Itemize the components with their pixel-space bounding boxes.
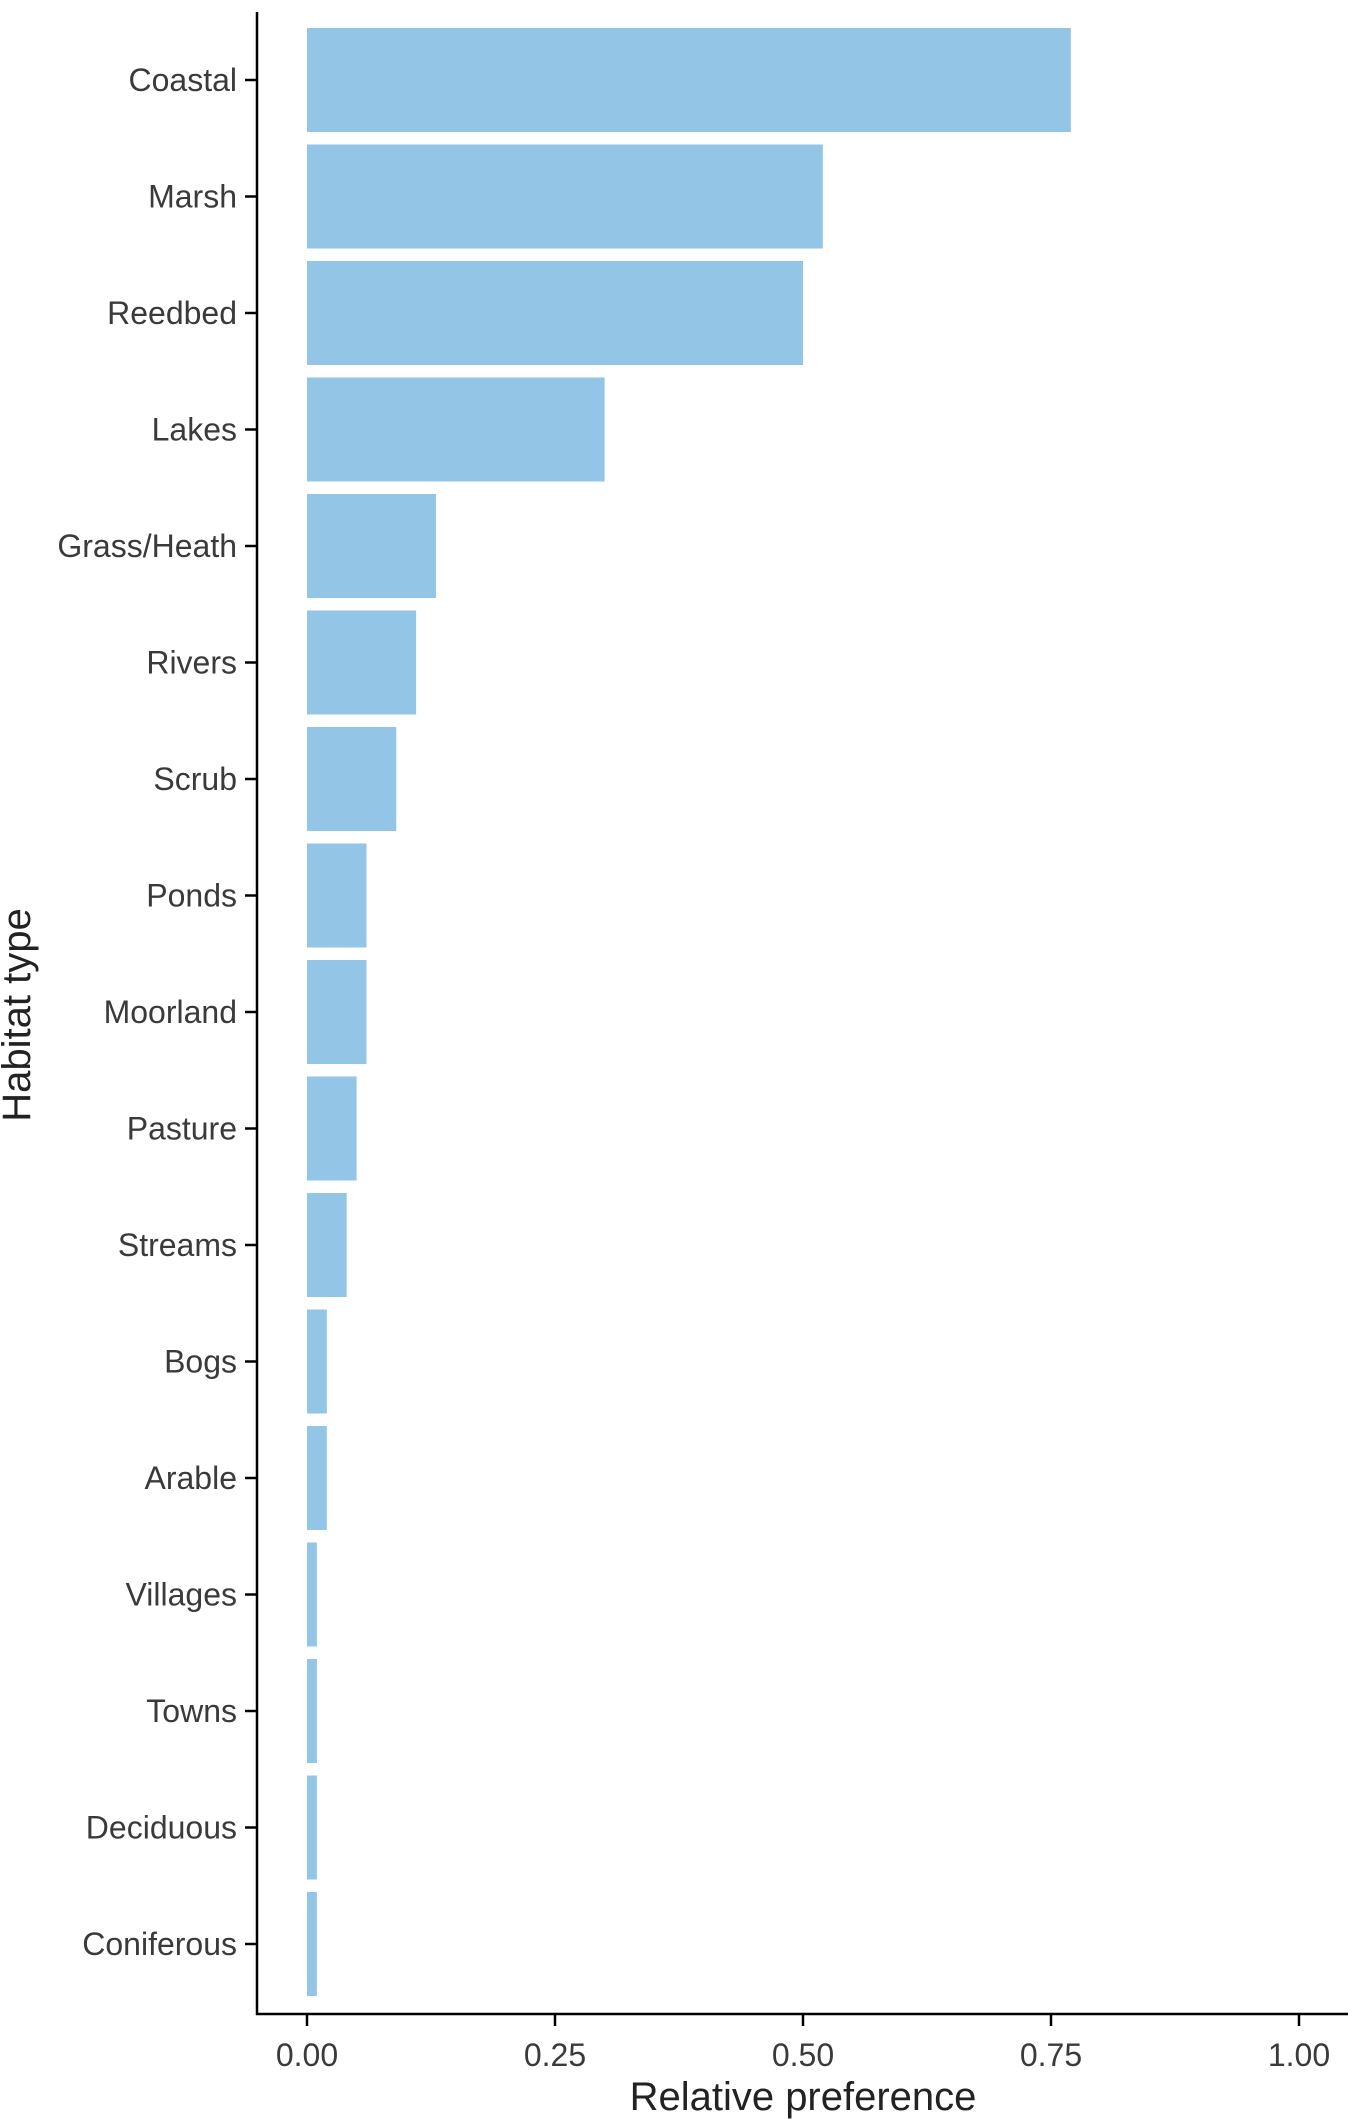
x-axis-title: Relative preference: [630, 2075, 977, 2119]
bar-streams: [307, 1193, 347, 1297]
bar-rivers: [307, 610, 417, 715]
bar-towns: [307, 1659, 317, 1763]
bar-pasture: [307, 1076, 357, 1181]
y-tick-label: Lakes: [152, 412, 237, 448]
y-tick-label: Deciduous: [86, 1810, 237, 1846]
bar-coniferous: [307, 1892, 317, 1996]
x-tick-label: 0.50: [772, 2037, 834, 2073]
x-tick-label: 0.00: [276, 2037, 338, 2073]
bar-grass-heath: [307, 494, 436, 598]
y-tick-label: Marsh: [148, 179, 237, 215]
bar-deciduous: [307, 1775, 317, 1880]
y-tick-label: Rivers: [146, 645, 237, 681]
y-tick-label: Villages: [126, 1577, 237, 1613]
y-tick-label: Reedbed: [107, 295, 237, 331]
y-axis-ticks: Coastal Marsh Reedbed Lakes Grass/Heath River…: [57, 62, 257, 1962]
bar-ponds: [307, 843, 367, 948]
y-tick-label: Coastal: [129, 62, 238, 98]
bar-reedbed: [307, 261, 803, 365]
bar-scrub: [307, 727, 397, 831]
x-axis-ticks: 0.00 0.25 0.50 0.75 1.00: [276, 2014, 1330, 2073]
y-tick-label: Bogs: [164, 1344, 237, 1380]
bar-marsh: [307, 144, 823, 249]
y-tick-label: Coniferous: [82, 1926, 237, 1962]
bar-villages: [307, 1542, 317, 1647]
bar-bogs: [307, 1309, 327, 1414]
bar-moorland: [307, 960, 367, 1064]
bars-group: [307, 28, 1071, 1996]
y-tick-label: Moorland: [104, 994, 237, 1030]
x-tick-label: 0.75: [1020, 2037, 1082, 2073]
bar-arable: [307, 1426, 327, 1530]
y-tick-label: Grass/Heath: [57, 528, 237, 564]
y-tick-label: Towns: [146, 1693, 237, 1729]
y-tick-label: Streams: [118, 1227, 237, 1263]
bar-coastal: [307, 28, 1071, 132]
x-tick-label: 0.25: [524, 2037, 586, 2073]
bar-lakes: [307, 377, 605, 482]
x-tick-label: 1.00: [1268, 2037, 1330, 2073]
y-tick-label: Ponds: [146, 878, 237, 914]
y-axis-title: Habitat type: [0, 908, 39, 1121]
y-tick-label: Pasture: [127, 1111, 237, 1147]
y-tick-label: Scrub: [153, 761, 237, 797]
y-tick-label: Arable: [145, 1460, 238, 1496]
